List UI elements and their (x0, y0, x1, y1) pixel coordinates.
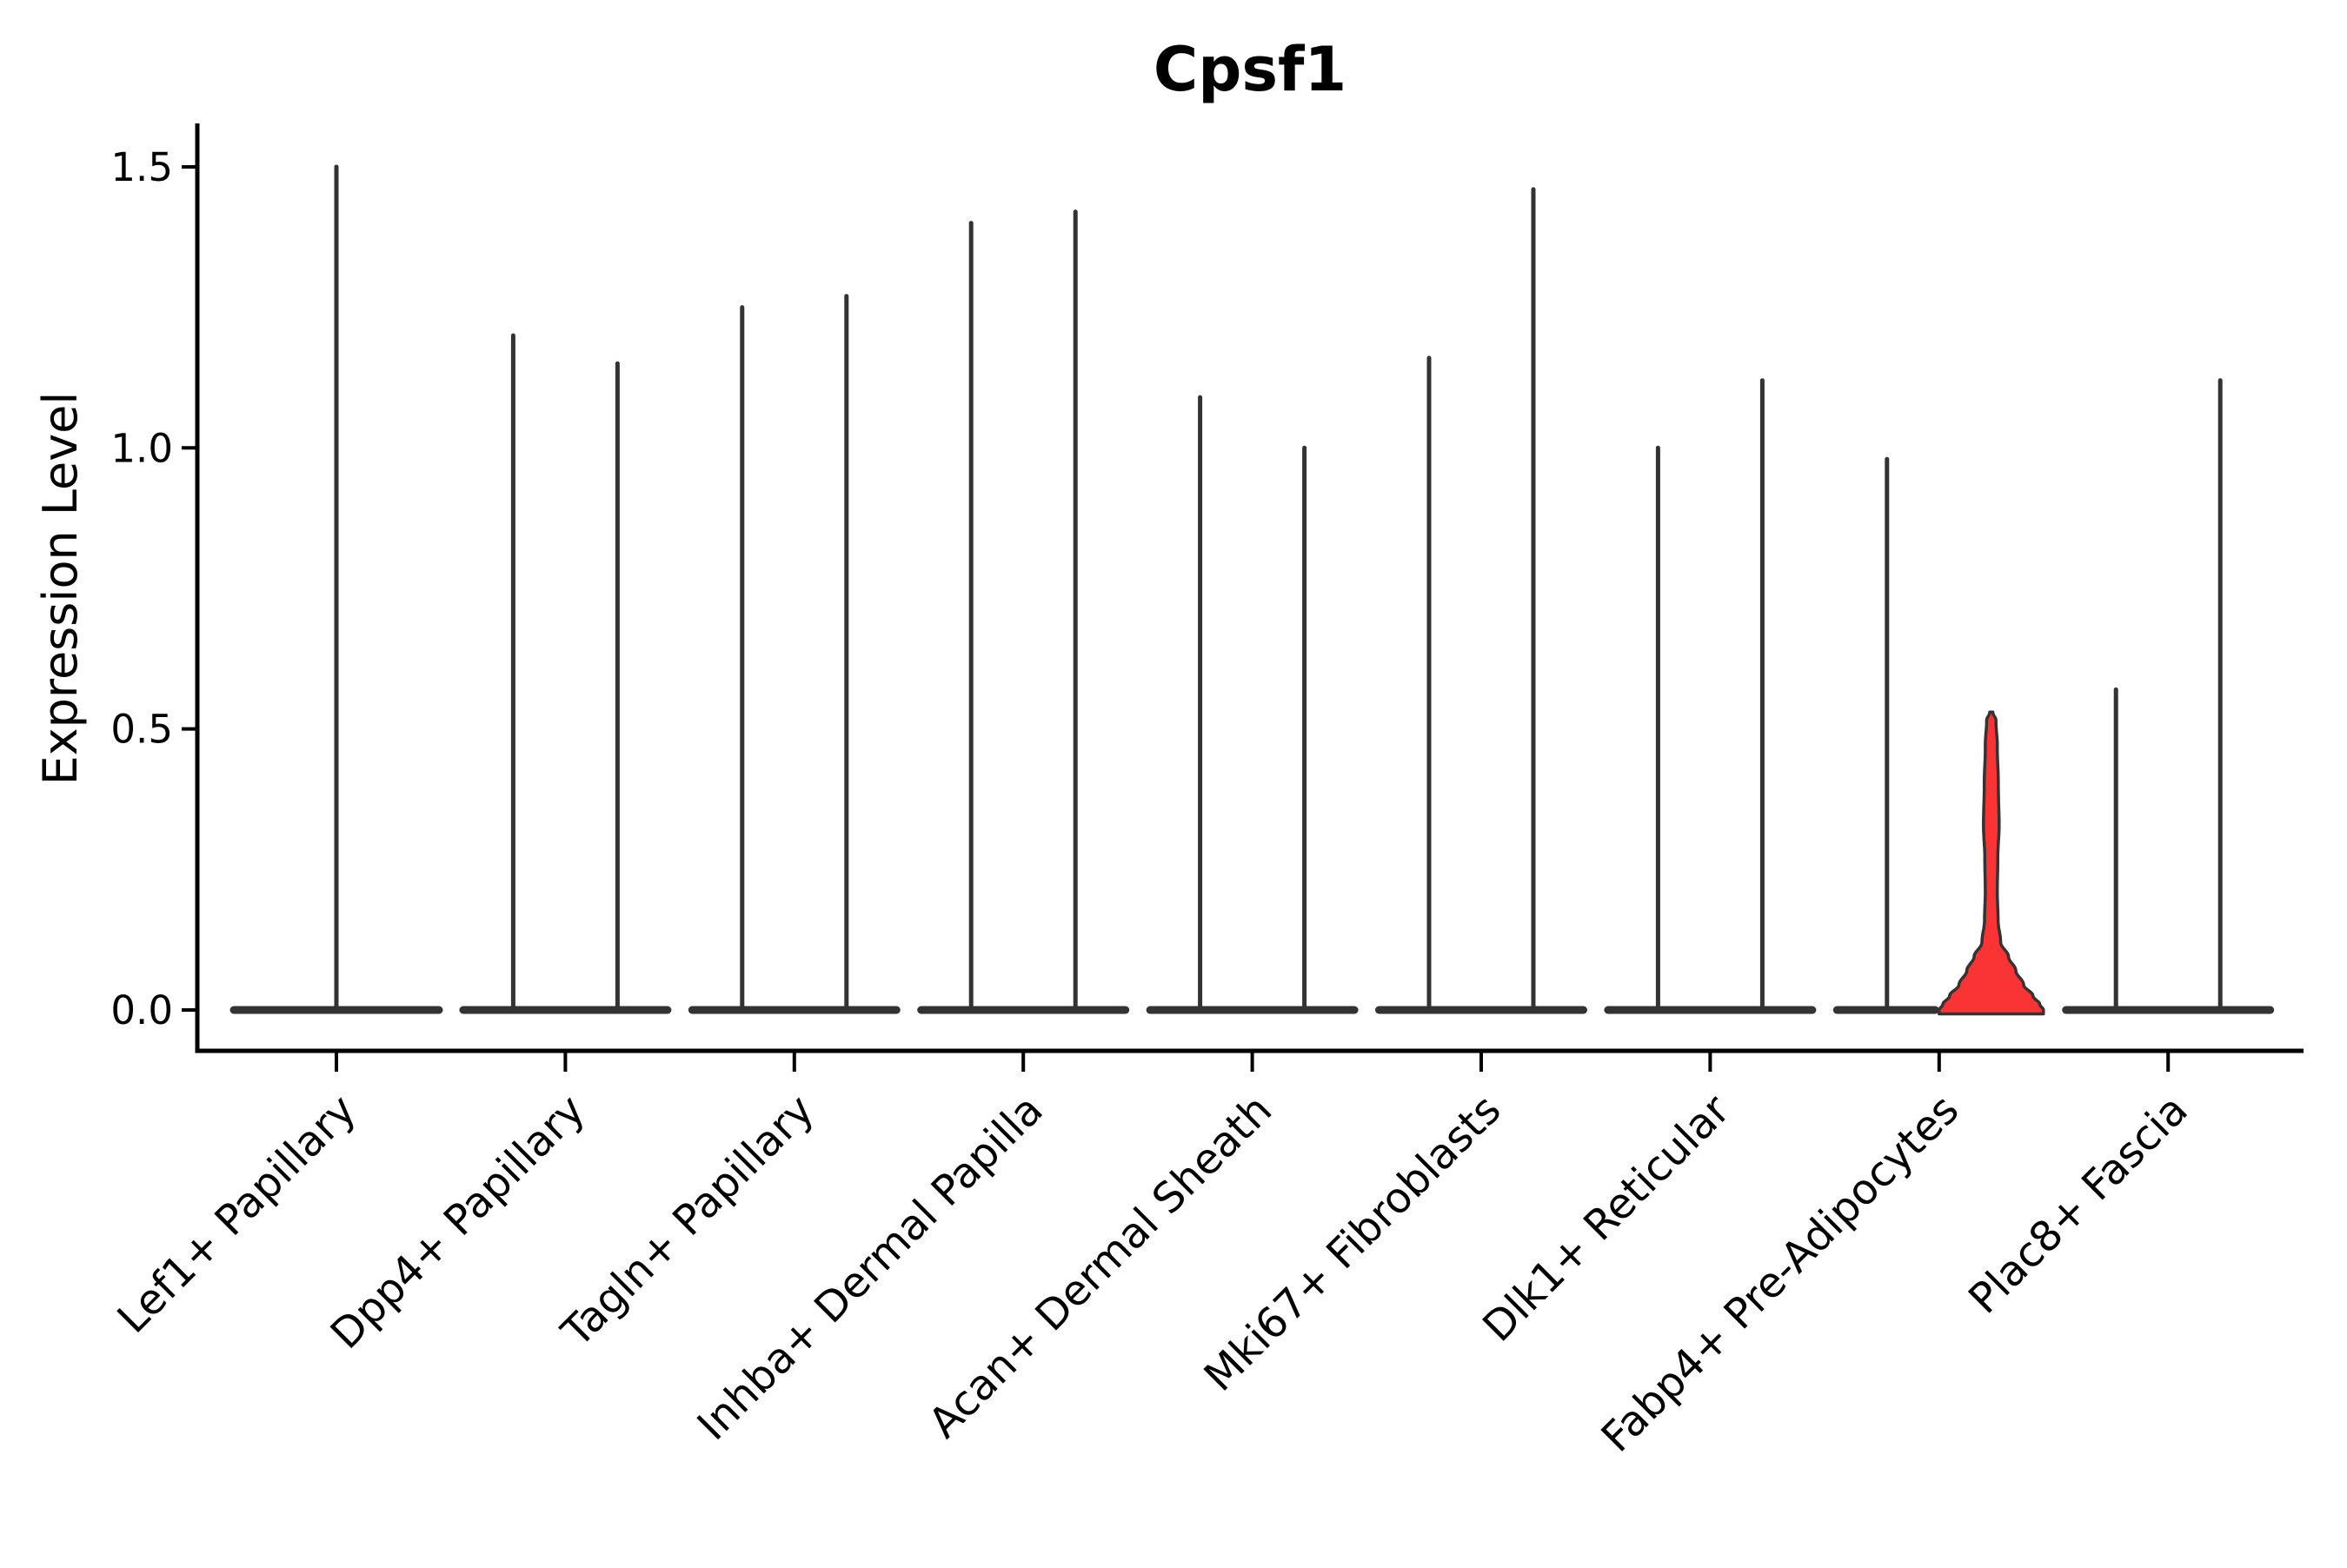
y-tick-label: 0.5 (110, 707, 173, 753)
violin-base (1604, 1006, 1817, 1014)
y-tick-label: 1.5 (110, 144, 173, 190)
highlighted-violin (1938, 710, 2045, 1016)
y-axis-ticks: 0.0 0.5 1.0 1.5 (110, 144, 197, 1033)
y-tick-label: 0.0 (110, 987, 173, 1033)
chart-title: Cpsf1 (1154, 34, 1346, 105)
violin-base (2062, 1006, 2275, 1014)
violin-base (1146, 1006, 1359, 1014)
axis-spines (195, 123, 2304, 1053)
violins-layer (229, 164, 2275, 1016)
y-tick-label: 1.0 (110, 425, 173, 471)
violin-base (1375, 1006, 1587, 1014)
violin-base (917, 1006, 1130, 1014)
violin-base (688, 1006, 901, 1014)
y-axis-label: Expression Level (33, 392, 88, 786)
violin-base (459, 1006, 672, 1014)
